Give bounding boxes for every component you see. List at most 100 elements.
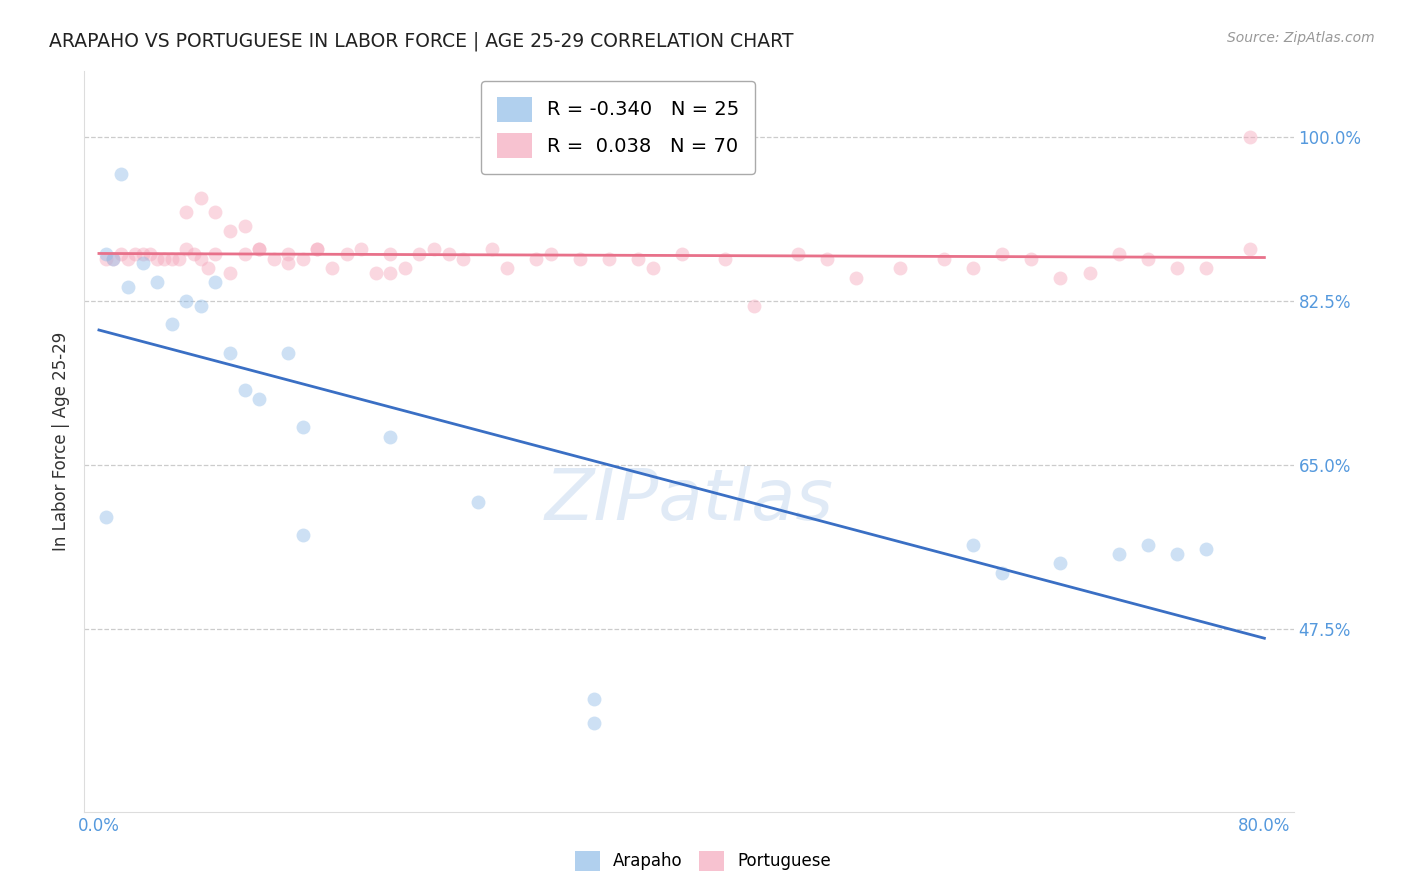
Point bbox=[380, 247, 402, 261]
Text: ARAPAHO VS PORTUGUESE IN LABOR FORCE | AGE 25-29 CORRELATION CHART: ARAPAHO VS PORTUGUESE IN LABOR FORCE | A… bbox=[49, 31, 794, 51]
Point bbox=[197, 261, 219, 276]
Point bbox=[1239, 243, 1261, 257]
Point bbox=[481, 243, 503, 257]
Point bbox=[1108, 247, 1130, 261]
Point bbox=[247, 243, 270, 257]
Point bbox=[204, 275, 226, 289]
Point bbox=[787, 247, 810, 261]
Point bbox=[495, 261, 517, 276]
Point bbox=[1195, 542, 1218, 557]
Point bbox=[190, 252, 212, 266]
Point bbox=[176, 205, 198, 219]
Point bbox=[1239, 130, 1261, 145]
Point bbox=[131, 247, 153, 261]
Point bbox=[219, 345, 242, 359]
Point bbox=[277, 256, 299, 270]
Point bbox=[598, 252, 620, 266]
Point bbox=[714, 252, 737, 266]
Point bbox=[233, 219, 256, 233]
Point bbox=[451, 252, 474, 266]
Point bbox=[467, 495, 489, 509]
Point bbox=[124, 247, 146, 261]
Point bbox=[117, 280, 139, 294]
Point bbox=[160, 318, 183, 332]
Point bbox=[204, 247, 226, 261]
Point bbox=[962, 538, 984, 552]
Point bbox=[744, 299, 766, 313]
Point bbox=[991, 247, 1014, 261]
Point bbox=[167, 252, 190, 266]
Point bbox=[291, 252, 314, 266]
Point bbox=[845, 270, 868, 285]
Point bbox=[103, 252, 125, 266]
Point bbox=[183, 247, 205, 261]
Point bbox=[110, 168, 132, 182]
Point bbox=[991, 566, 1014, 580]
Legend: Arapaho, Portuguese: Arapaho, Portuguese bbox=[567, 842, 839, 880]
Point bbox=[117, 252, 139, 266]
Point bbox=[110, 247, 132, 261]
Point bbox=[394, 261, 416, 276]
Point bbox=[153, 252, 176, 266]
Point bbox=[583, 692, 606, 706]
Point bbox=[233, 383, 256, 397]
Point bbox=[1019, 252, 1042, 266]
Point bbox=[437, 247, 460, 261]
Point bbox=[627, 252, 650, 266]
Point bbox=[321, 261, 343, 276]
Text: ZIPatlas: ZIPatlas bbox=[544, 467, 834, 535]
Point bbox=[146, 252, 169, 266]
Point bbox=[146, 275, 169, 289]
Point bbox=[263, 252, 285, 266]
Point bbox=[336, 247, 359, 261]
Point bbox=[540, 247, 562, 261]
Point bbox=[1166, 547, 1188, 561]
Point bbox=[1078, 266, 1101, 280]
Point bbox=[815, 252, 838, 266]
Point bbox=[1195, 261, 1218, 276]
Point bbox=[176, 293, 198, 308]
Point bbox=[568, 252, 591, 266]
Point bbox=[1136, 252, 1159, 266]
Point bbox=[889, 261, 911, 276]
Point bbox=[277, 247, 299, 261]
Point bbox=[96, 247, 118, 261]
Point bbox=[233, 247, 256, 261]
Point bbox=[219, 224, 242, 238]
Point bbox=[1049, 270, 1071, 285]
Point bbox=[176, 243, 198, 257]
Point bbox=[96, 509, 118, 524]
Point bbox=[932, 252, 955, 266]
Point bbox=[190, 299, 212, 313]
Point bbox=[641, 261, 664, 276]
Y-axis label: In Labor Force | Age 25-29: In Labor Force | Age 25-29 bbox=[52, 332, 70, 551]
Point bbox=[247, 392, 270, 407]
Point bbox=[277, 345, 299, 359]
Point bbox=[671, 247, 693, 261]
Text: Source: ZipAtlas.com: Source: ZipAtlas.com bbox=[1227, 31, 1375, 45]
Point bbox=[1108, 547, 1130, 561]
Point bbox=[1166, 261, 1188, 276]
Point bbox=[408, 247, 430, 261]
Point bbox=[380, 430, 402, 444]
Point bbox=[962, 261, 984, 276]
Point bbox=[204, 205, 226, 219]
Point bbox=[307, 243, 329, 257]
Point bbox=[307, 243, 329, 257]
Point bbox=[1049, 557, 1071, 571]
Point bbox=[96, 252, 118, 266]
Point bbox=[160, 252, 183, 266]
Point bbox=[219, 266, 242, 280]
Point bbox=[190, 191, 212, 205]
Point bbox=[291, 528, 314, 542]
Point bbox=[524, 252, 547, 266]
Point bbox=[247, 243, 270, 257]
Legend: R = -0.340   N = 25, R =  0.038   N = 70: R = -0.340 N = 25, R = 0.038 N = 70 bbox=[481, 81, 755, 174]
Point bbox=[423, 243, 446, 257]
Point bbox=[350, 243, 373, 257]
Point bbox=[1136, 538, 1159, 552]
Point bbox=[364, 266, 387, 280]
Point bbox=[103, 252, 125, 266]
Point bbox=[139, 247, 162, 261]
Point bbox=[291, 420, 314, 434]
